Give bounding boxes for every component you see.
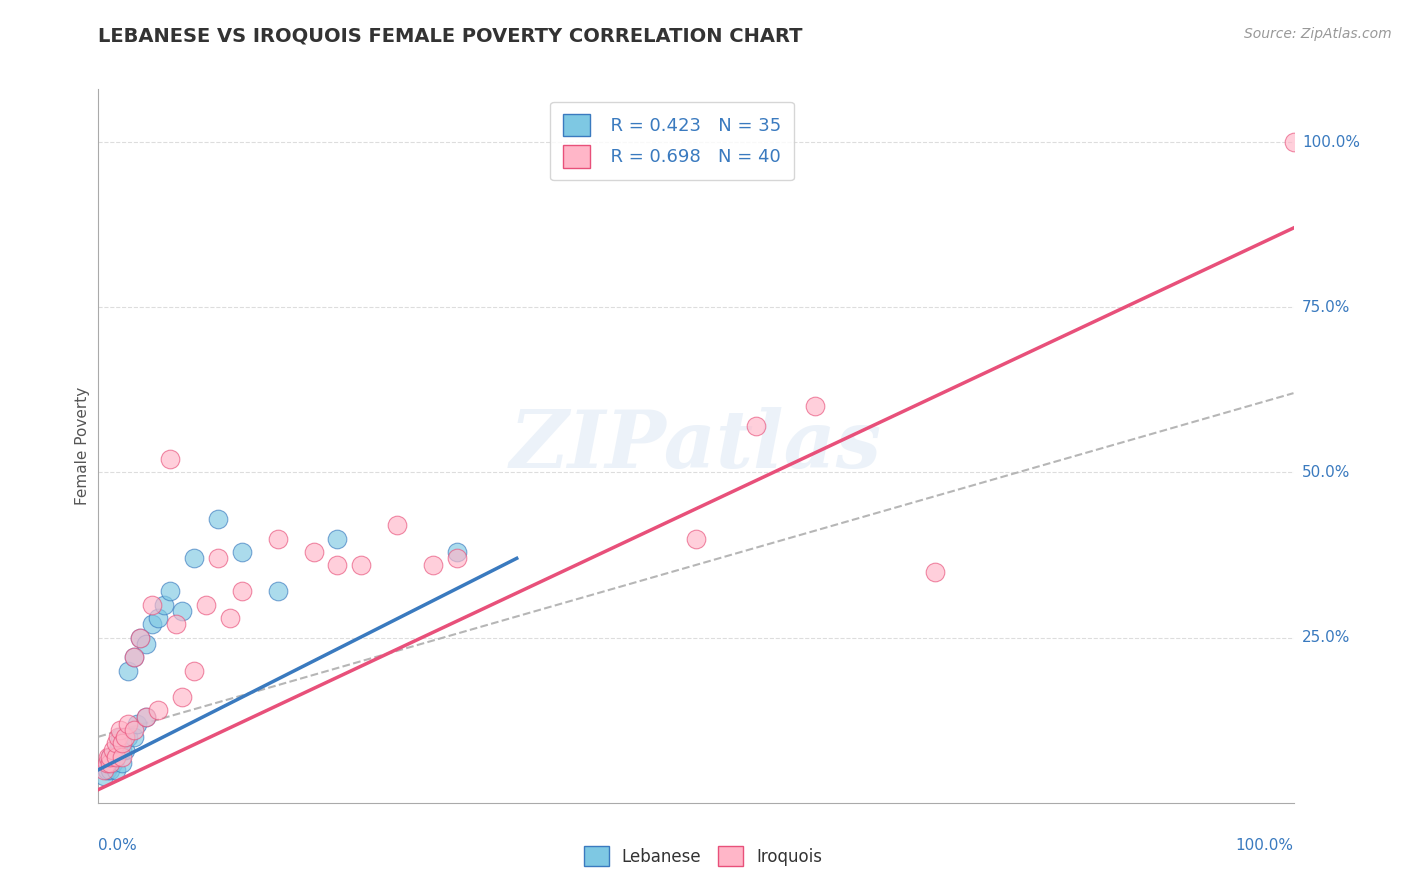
Point [385, 518, 409, 533]
Point [107, 730, 129, 744]
Point [183, 551, 205, 566]
Point [107, 743, 129, 757]
Point [114, 730, 136, 744]
Point [207, 511, 229, 525]
Text: Source: ZipAtlas.com: Source: ZipAtlas.com [1244, 27, 1392, 41]
Point [148, 611, 170, 625]
Point [111, 756, 134, 771]
Point [98, 749, 122, 764]
Point [207, 551, 229, 566]
Point [96, 763, 118, 777]
Point [101, 743, 124, 757]
Legend: Lebanese, Iroquois: Lebanese, Iroquois [575, 838, 831, 875]
Point [165, 617, 187, 632]
Point [93, 763, 115, 777]
Point [111, 749, 134, 764]
Point [267, 532, 290, 546]
Point [422, 558, 444, 572]
Point [93, 769, 115, 783]
Point [103, 749, 125, 764]
Point [141, 617, 163, 632]
Point [117, 664, 139, 678]
Point [111, 743, 134, 757]
Point [135, 637, 157, 651]
Point [98, 749, 122, 764]
Point [124, 723, 146, 738]
Point [97, 749, 120, 764]
Text: 25.0%: 25.0% [1302, 630, 1350, 645]
Point [326, 558, 349, 572]
Legend:   R = 0.423   N = 35,   R = 0.698   N = 40: R = 0.423 N = 35, R = 0.698 N = 40 [550, 102, 794, 180]
Point [159, 452, 181, 467]
Point [124, 650, 146, 665]
Point [107, 736, 129, 750]
Point [183, 664, 205, 678]
Point [129, 631, 152, 645]
Point [172, 690, 194, 704]
Point [96, 756, 118, 771]
Point [804, 400, 827, 414]
Text: 0.0%: 0.0% [98, 838, 138, 854]
Point [267, 584, 290, 599]
Point [105, 749, 128, 764]
Point [135, 710, 157, 724]
Point [124, 730, 146, 744]
Point [231, 584, 253, 599]
Point [153, 598, 176, 612]
Point [135, 710, 157, 724]
Point [117, 730, 139, 744]
Point [114, 743, 136, 757]
Point [105, 736, 128, 750]
Point [111, 736, 134, 750]
Y-axis label: Female Poverty: Female Poverty [75, 387, 90, 505]
Point [219, 611, 242, 625]
Point [117, 716, 139, 731]
Point [97, 756, 120, 771]
Point [745, 419, 768, 434]
Point [1282, 135, 1305, 149]
Point [101, 756, 124, 771]
Point [326, 532, 349, 546]
Text: ZIPatlas: ZIPatlas [510, 408, 882, 484]
Point [98, 756, 122, 771]
Point [98, 756, 122, 771]
Point [195, 598, 218, 612]
Point [924, 565, 946, 579]
Text: 50.0%: 50.0% [1302, 465, 1350, 480]
Point [159, 584, 181, 599]
Text: 100.0%: 100.0% [1236, 838, 1294, 854]
Point [231, 545, 253, 559]
Point [108, 723, 131, 738]
Point [105, 763, 128, 777]
Point [172, 604, 194, 618]
Point [105, 749, 128, 764]
Point [98, 763, 122, 777]
Point [446, 545, 468, 559]
Text: LEBANESE VS IROQUOIS FEMALE POVERTY CORRELATION CHART: LEBANESE VS IROQUOIS FEMALE POVERTY CORR… [98, 27, 803, 45]
Point [141, 598, 163, 612]
Text: 100.0%: 100.0% [1302, 135, 1360, 150]
Point [129, 631, 152, 645]
Point [148, 703, 170, 717]
Text: 75.0%: 75.0% [1302, 300, 1350, 315]
Point [350, 558, 373, 572]
Point [125, 716, 148, 731]
Point [685, 532, 707, 546]
Point [108, 730, 131, 744]
Point [446, 551, 468, 566]
Point [124, 650, 146, 665]
Point [302, 545, 325, 559]
